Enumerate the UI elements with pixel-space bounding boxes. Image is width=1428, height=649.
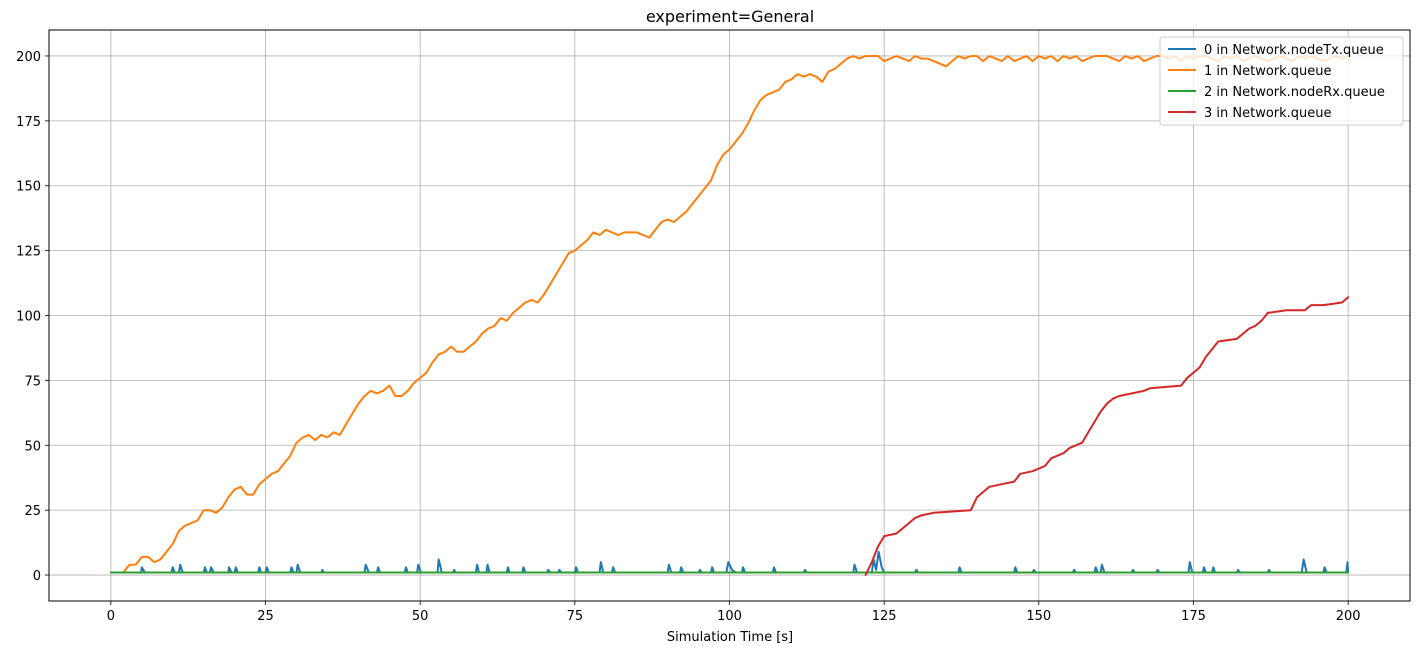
legend-label-1: 1 in Network.queue — [1204, 64, 1332, 79]
x-tick-label: 150 — [1026, 609, 1051, 624]
y-tick-label: 150 — [16, 180, 41, 195]
x-axis-label: Simulation Time [s] — [667, 630, 793, 645]
y-tick-label: 100 — [16, 310, 41, 325]
legend-box — [1159, 36, 1404, 126]
y-tick-label: 75 — [24, 374, 41, 389]
x-tick-label: 125 — [872, 609, 897, 624]
x-tick-label: 25 — [257, 609, 274, 624]
series-line-3 — [864, 296, 1350, 576]
x-tick-label: 200 — [1336, 609, 1361, 624]
x-tick-label: 0 — [107, 609, 115, 624]
x-axis-ticks: 0 25 50 75 100 125 150 175 200 — [107, 601, 1361, 624]
y-tick-label: 125 — [16, 245, 41, 260]
legend-label-2: 2 in Network.nodeRx.queue — [1204, 85, 1385, 100]
y-tick-label: 200 — [16, 50, 41, 65]
legend-label-3: 3 in Network.queue — [1204, 106, 1332, 121]
x-tick-label: 100 — [717, 609, 742, 624]
x-tick-label: 75 — [567, 609, 584, 624]
y-axis-ticks: 0 25 50 75 100 125 150 175 200 — [16, 50, 49, 584]
legend: 0 in Network.nodeTx.queue 1 in Network.qu… — [1159, 36, 1404, 126]
x-tick-label: 50 — [412, 609, 429, 624]
legend-label-0: 0 in Network.nodeTx.queue — [1204, 43, 1384, 58]
series-layer — [109, 55, 1350, 576]
series-line-1 — [109, 55, 1350, 574]
y-tick-label: 175 — [16, 115, 41, 130]
y-tick-label: 0 — [33, 569, 41, 584]
y-tick-label: 25 — [24, 504, 41, 519]
chart-title: experiment=General — [646, 7, 814, 26]
y-tick-label: 50 — [24, 439, 41, 454]
x-tick-label: 175 — [1181, 609, 1206, 624]
